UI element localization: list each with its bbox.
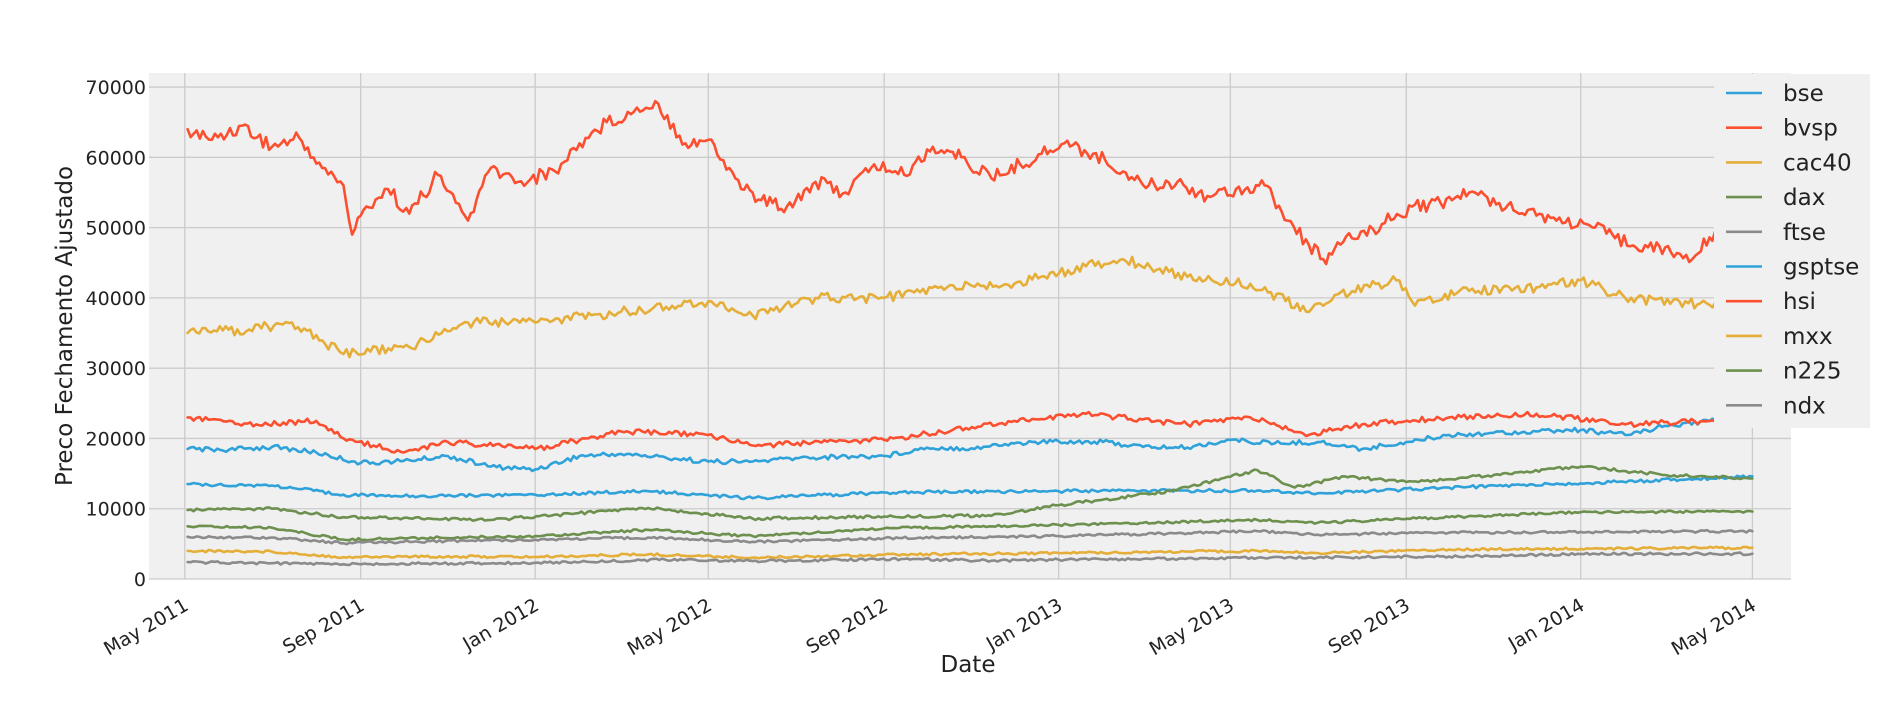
x-tick-label: May 2013 [1146,594,1238,660]
legend-label-gsptse: gsptse [1783,255,1859,281]
x-tick-label: Sep 2011 [279,594,368,658]
x-axis-title: Date [941,652,996,678]
x-tick-label: May 2011 [100,594,192,660]
y-axis-ticks: 0 10000 20000 30000 40000 50000 60000 70000 [86,77,146,591]
x-tick-label: Sep 2013 [1325,594,1414,658]
x-tick-label: Jan 2013 [982,594,1066,655]
series-line-dax [186,509,1754,542]
legend-box [1714,74,1870,428]
y-tick-label: 50000 [86,218,146,240]
series-line-hsi [186,410,1754,454]
x-tick-label: May 2014 [1668,594,1760,660]
legend-label-hsi: hsi [1783,289,1816,315]
y-tick-label: 70000 [86,77,146,99]
legend-label-dax: dax [1783,185,1825,211]
y-tick-label: 30000 [86,358,146,380]
y-tick-label: 20000 [86,428,146,450]
series-line-ndx [186,551,1754,567]
y-tick-label: 10000 [86,499,146,521]
series-line-n225 [186,465,1754,522]
plot-area [149,73,1791,579]
y-tick-label: 60000 [86,147,146,169]
y-axis-title: Preco Fechamento Ajustado [52,166,78,486]
x-tick-label: May 2012 [624,594,716,660]
legend-label-bse: bse [1783,81,1824,107]
x-tick-label: Sep 2012 [803,594,892,658]
legend-label-n225: n225 [1783,359,1841,385]
legend: bse bvsp cac40 dax ftse gsptse hsi mxx n225 ndx [1714,74,1870,428]
series-lines [186,99,1754,567]
legend-label-bvsp: bvsp [1783,116,1838,142]
x-tick-label: Jan 2012 [458,594,542,655]
legend-label-cac40: cac40 [1783,150,1852,176]
y-tick-label: 0 [134,569,146,591]
x-axis-ticks: May 2011 Sep 2011 Jan 2012 May 2012 Sep 2012… [100,594,1760,660]
legend-label-ndx: ndx [1783,393,1826,419]
series-line-ftse [186,528,1754,546]
series-line-cac40 [186,545,1754,560]
series-line-gsptse [186,474,1754,501]
series-line-mxx [186,255,1754,359]
series-line-bse [186,417,1754,473]
legend-label-mxx: mxx [1783,324,1833,350]
y-tick-label: 40000 [86,288,146,310]
x-tick-label: Jan 2014 [1504,594,1588,655]
legend-label-ftse: ftse [1783,220,1826,246]
series-line-bvsp [186,99,1754,266]
